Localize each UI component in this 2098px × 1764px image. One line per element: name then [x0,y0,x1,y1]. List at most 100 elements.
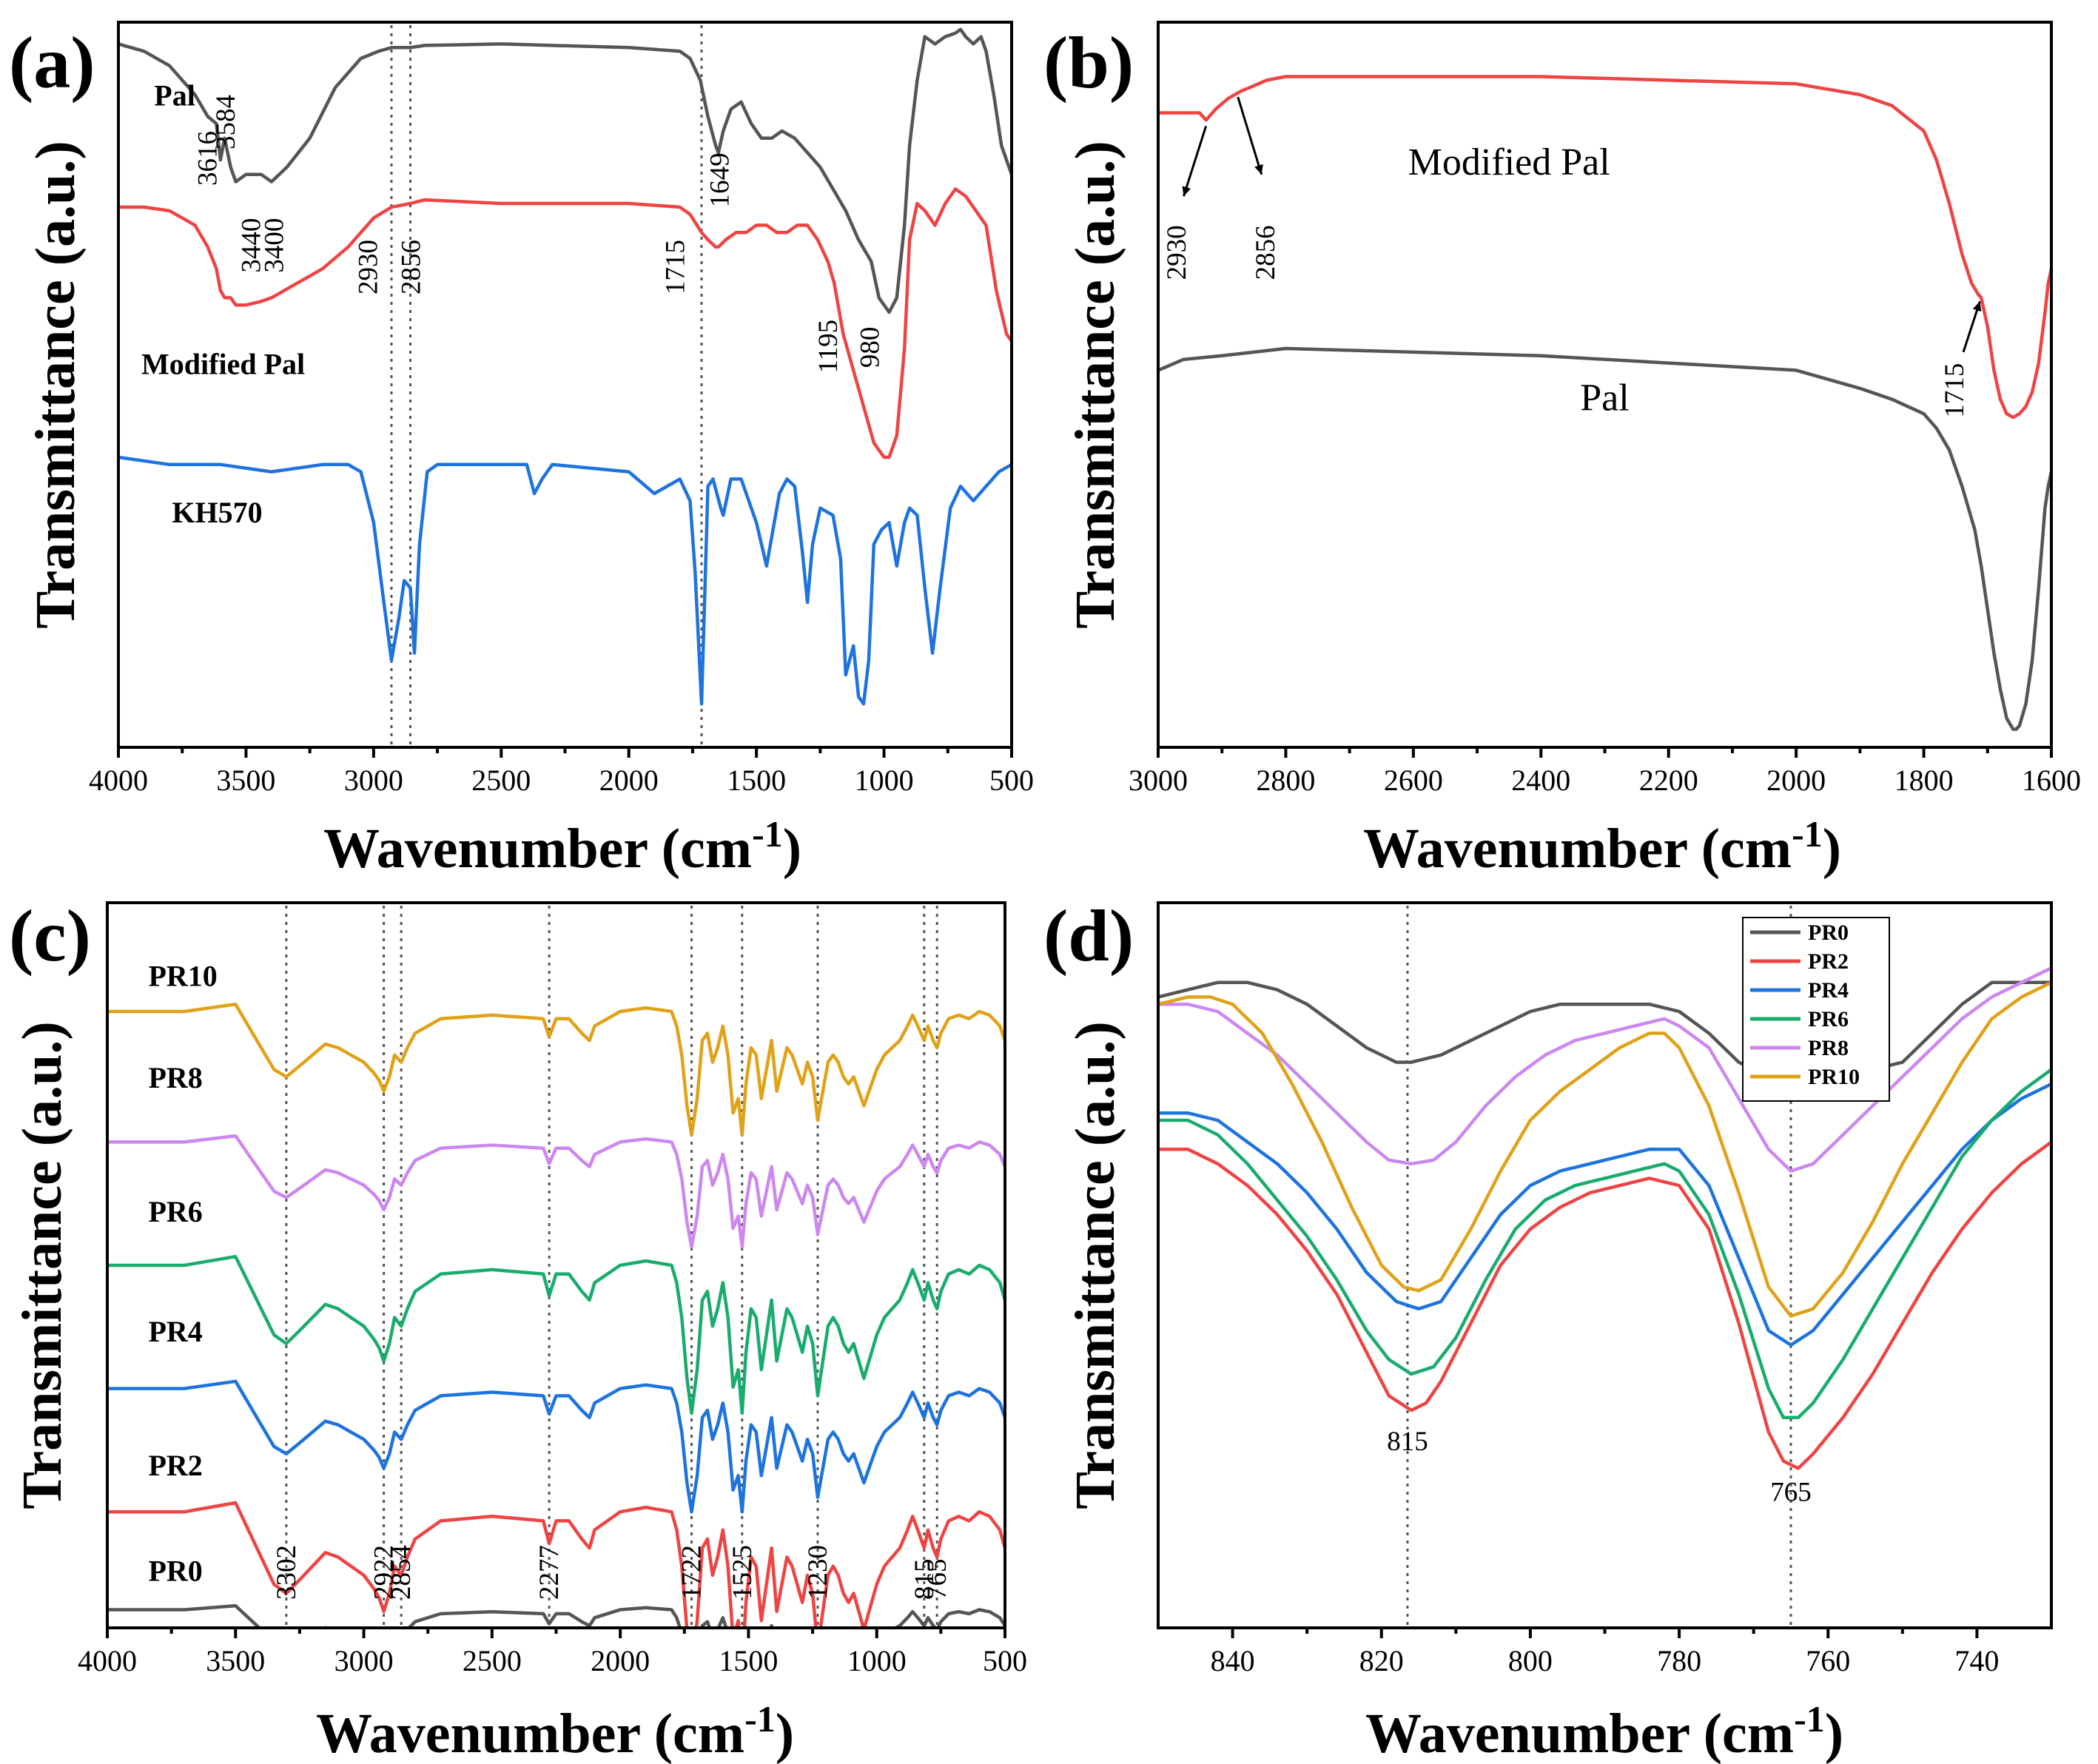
y-axis-title: Transmittance (a.u.) [1064,141,1126,628]
x-tick-label: 2400 [1511,764,1570,797]
curves [1158,966,2051,1470]
x-axis-title-main: Wavenumber (cm [1365,1703,1794,1764]
series-label: PR4 [148,1315,202,1348]
peak-label: 3400 [259,218,289,273]
panel-c: (c) Transmittance (a.u.) Wavenumber (cm-1)… [9,895,1027,1764]
series-line-pr0 [107,1603,1005,1628]
x-tick-label: 3000 [1129,764,1188,797]
x-tick-label: 780 [1657,1644,1701,1677]
series-line-pr2 [1158,1140,2051,1470]
panel-label: (d) [1043,895,1134,977]
legend-label: PR2 [1808,949,1849,974]
series-line-pr4 [107,1379,1005,1514]
peak-label: 2856 [1251,225,1281,280]
arrow-line [1237,96,1263,175]
x-tick-label: 740 [1954,1644,1999,1677]
panel-label: (b) [1043,21,1134,104]
peak-label: 2930 [1162,225,1192,280]
plot-frame [117,21,1013,749]
series-line-pr10 [1158,980,2051,1318]
series-line-pr4 [1158,1082,2051,1347]
series-line-pr10 [107,1002,1005,1137]
x-tick-label: 820 [1359,1644,1404,1677]
x-tick-label: 3500 [206,1644,265,1677]
x-tick-label: 2500 [471,764,531,797]
x-tick-label: 3000 [334,1644,394,1677]
series-line-pr2 [107,1501,1005,1628]
x-tick-label: 1500 [727,764,786,797]
panel-label: (c) [9,895,91,977]
legend-label: PR4 [1808,978,1849,1003]
y-axis-title: Transmittance (a.u.) [24,141,87,628]
x-tick-label: 1500 [719,1644,778,1677]
arrow-head [1972,301,1982,312]
x-axis-title: Wavenumber (cm-1) [316,1698,794,1764]
peak-label: 1715 [661,240,691,294]
peak-label: 2854 [386,1545,417,1600]
peak-label: 2922 [369,1545,400,1600]
x-tick-label: 3000 [344,764,403,797]
peak-label: 3440 [236,218,266,273]
peak-label: 3302 [272,1545,302,1600]
series-label: PR8 [148,1061,202,1094]
legend-label: PR8 [1808,1036,1849,1060]
series-line-pr8 [107,1134,1005,1249]
x-axis-title: Wavenumber (cm-1) [323,813,801,880]
x-tick-label: 500 [989,764,1034,797]
series-label: PR0 [148,1554,202,1587]
curves [118,27,1012,706]
x-axis-title-main: Wavenumber (cm [316,1703,744,1764]
x-tick-label: 2200 [1639,764,1698,797]
x-tick-label: 760 [1806,1644,1850,1677]
x-tick-label: 4000 [78,1644,137,1677]
peak-label: 1525 [727,1545,758,1600]
series-line-kh570 [118,455,1012,706]
series-label: PR2 [148,1449,202,1482]
x-tick-label: 1600 [2022,764,2081,797]
curves [107,1002,1005,1628]
series-label: Modified Pal [141,347,305,380]
series-line-pr6 [107,1254,1005,1415]
legend-label: PR10 [1808,1065,1860,1089]
series-label: Pal [154,79,195,112]
x-axis-title-close: ) [1825,1703,1843,1764]
peak-label: 1195 [813,320,844,374]
peak-label: 1649 [705,152,736,207]
legend-box [1742,917,1890,1102]
curves [1158,75,2051,731]
arrow-head [1254,164,1263,175]
x-tick-label: 4000 [89,764,148,797]
panel-b: (b) Transmittance (a.u.) Wavenumber (cm-1)… [1043,21,2081,880]
x-axis-title-sup: -1 [1794,1698,1825,1740]
panel-d: (d) Transmittance (a.u.) Wavenumber (cm-1)… [1043,895,2053,1764]
x-axis-title-sup: -1 [744,1698,776,1740]
panel-a: (a) Transmittance (a.u.) Wavenumber (cm-1)… [9,21,1034,880]
peak-label: 2930 [354,240,384,294]
x-axis-title-close: ) [1823,818,1841,880]
x-tick-label: 1000 [847,1644,907,1677]
x-axis-title-main: Wavenumber (cm [323,818,752,880]
y-axis-title: Transmittance (a.u.) [1064,1021,1126,1509]
peak-label: 815 [910,1559,940,1600]
series-line-modified-pal [118,187,1012,459]
series-line-pal [118,27,1012,314]
legend-label: PR0 [1808,920,1849,945]
x-tick-label: 500 [983,1644,1027,1677]
series-line-pr6 [1158,1068,2051,1420]
panel-label: (a) [9,21,95,104]
x-axis-title-main: Wavenumber (cm [1363,818,1792,880]
legend-label: PR6 [1808,1007,1849,1031]
peak-label: 1715 [1940,363,1970,418]
y-axis-title: Transmittance (a.u.) [11,1021,73,1509]
peak-label: 765 [1770,1478,1812,1508]
peak-label: 1230 [803,1545,833,1600]
peak-label: 1722 [676,1545,707,1600]
peak-label: 3616 [192,131,223,186]
series-label: PR10 [148,960,217,993]
legend: PR0 PR2 PR4 PR6 PR8 PR10 [1742,917,1890,1102]
series-line-pr0 [1158,980,2051,1086]
x-tick-label: 3500 [216,764,275,797]
series-label: PR6 [148,1195,202,1228]
x-tick-label: 1000 [855,764,914,797]
